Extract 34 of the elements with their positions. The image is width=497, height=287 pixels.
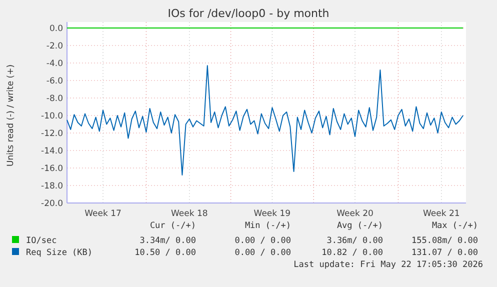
text: 131.07 / 0.00 <box>411 248 478 258</box>
y-tick-label: -8.0 <box>46 94 63 104</box>
text: 3.34m/ 0.00 <box>140 236 196 246</box>
text: Last update: Fri May 22 17:05:30 2026 <box>294 260 483 270</box>
y-tick-label: 0.0 <box>49 24 63 34</box>
x-tick-label: Week 19 <box>254 209 291 219</box>
legend-label: Req Size (KB) <box>26 248 93 258</box>
x-tick-label: Week 20 <box>336 209 374 219</box>
line-series <box>66 65 464 176</box>
x-tick-label: Week 18 <box>170 209 208 219</box>
text: Max (-/+) <box>432 221 478 231</box>
text: 0.00 / 0.00 <box>234 236 291 246</box>
y-tick-label: -2.0 <box>46 41 63 52</box>
text: Avg (-/+) <box>336 221 383 231</box>
text: Min (-/+) <box>244 221 291 231</box>
chart-title: IOs for /dev/loop0 - by month <box>168 7 330 20</box>
y-tick-label: -12.0 <box>41 128 63 139</box>
y-tick-label: -6.0 <box>46 76 63 86</box>
y-tick-label: -10.0 <box>41 111 63 122</box>
y-tick-label: -4.0 <box>46 58 63 69</box>
y-tick-label: -20.0 <box>41 198 63 209</box>
text: 0.00 / 0.00 <box>234 248 291 258</box>
x-tick-label: Week 21 <box>422 209 460 219</box>
text: 10.82 / 0.00 <box>322 248 383 258</box>
text: 155.08m/ 0.00 <box>411 236 478 246</box>
y-tick-label: -14.0 <box>41 146 63 156</box>
y-tick-label: -18.0 <box>41 181 63 192</box>
text: Cur (-/+) <box>150 221 196 231</box>
x-tick-label: Week 17 <box>84 209 122 219</box>
text: 3.36m/ 0.00 <box>326 236 383 246</box>
text: 10.50 / 0.00 <box>134 248 196 258</box>
legend-label: IO/sec <box>26 236 57 246</box>
y-axis-title: Units read (-) / write (+) <box>6 64 16 167</box>
y-tick-label: -16.0 <box>41 164 63 174</box>
